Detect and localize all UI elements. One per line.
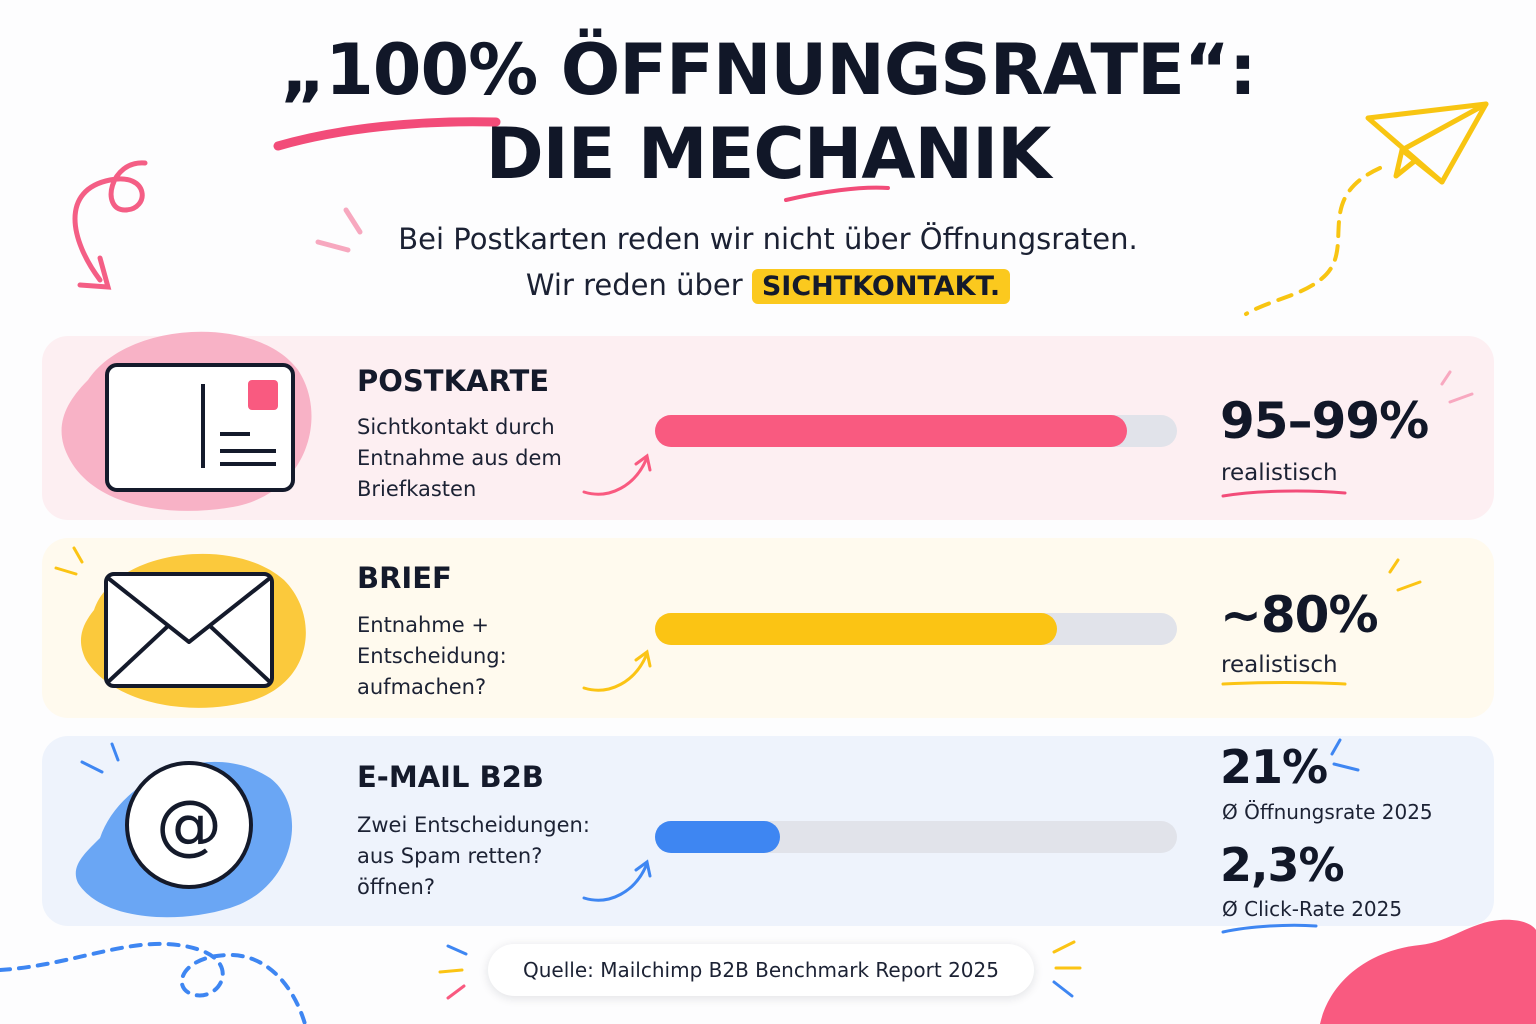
email-progress-bar <box>655 821 1177 853</box>
email-desc: Zwei Entscheidungen: aus Spam retten? öf… <box>357 810 617 903</box>
email-desc-line: öffnen? <box>357 875 436 899</box>
value-underline <box>1221 681 1347 686</box>
subtitle-line-1: Bei Postkarten reden wir nicht über Öffn… <box>398 222 1138 256</box>
corner-blob <box>1320 919 1536 1024</box>
letter-desc-line: Entnahme + <box>357 613 489 637</box>
title-line-2: DIE MECHANIK <box>485 113 1052 195</box>
email-progress-fill <box>655 821 781 853</box>
subtitle: Bei Postkarten reden wir nicht über Öffn… <box>0 216 1536 310</box>
letter-value-sub: realistisch <box>1221 652 1338 678</box>
sparkle-icon <box>438 944 468 1000</box>
sparkle-icon <box>1388 558 1422 592</box>
svg-text:@: @ <box>156 786 222 863</box>
email-desc-line: Zwei Entscheidungen: <box>357 813 590 837</box>
envelope-icon <box>104 572 274 688</box>
letter-value: ~80% <box>1220 586 1379 644</box>
sparkle-icon <box>1440 370 1474 404</box>
letter-progress-fill <box>655 613 1057 645</box>
email-desc-line: aus Spam retten? <box>357 844 543 868</box>
subtitle-line-2: Wir reden über SICHTKONTAKT. <box>0 262 1536 310</box>
email-open-rate-label: Ø Öffnungsrate 2025 <box>1222 800 1433 824</box>
email-title: E-MAIL B2B <box>357 760 544 794</box>
dashed-loop-icon <box>0 941 307 1024</box>
postcard-desc-line: Briefkasten <box>357 477 477 501</box>
value-underline <box>1221 489 1347 498</box>
letter-desc-line: aufmachen? <box>357 675 487 699</box>
title-line-1: „100% ÖFFNUNGSRATE“: <box>280 29 1257 111</box>
postcard-progress-bar <box>655 415 1177 447</box>
email-open-rate-value: 21% <box>1220 740 1328 794</box>
postcard-desc-line: Entnahme aus dem <box>357 446 562 470</box>
sparkle-icon <box>54 546 84 576</box>
sparkle-icon <box>80 742 120 774</box>
postcard-desc: Sichtkontakt durch Entnahme aus dem Brie… <box>357 412 617 505</box>
value-underline <box>1221 923 1318 934</box>
letter-desc-line: Entscheidung: <box>357 644 507 668</box>
subtitle-prefix: Wir reden über <box>525 268 743 302</box>
letter-desc: Entnahme + Entscheidung: aufmachen? <box>357 610 617 703</box>
postcard-title: POSTKARTE <box>357 364 550 398</box>
postcard-desc-line: Sichtkontakt durch <box>357 415 555 439</box>
arrow-icon <box>582 453 652 496</box>
postcard-value: 95–99% <box>1220 392 1429 450</box>
at-sign-icon: @ <box>125 761 253 889</box>
arrow-icon <box>582 649 652 692</box>
page-title: „100% ÖFFNUNGSRATE“: DIE MECHANIK <box>0 28 1536 196</box>
subtitle-highlight: SICHTKONTAKT. <box>751 269 1011 304</box>
arrow-icon <box>582 859 652 902</box>
letter-progress-bar <box>655 613 1177 645</box>
email-click-rate-value: 2,3% <box>1220 838 1345 892</box>
source-note: Quelle: Mailchimp B2B Benchmark Report 2… <box>488 944 1034 996</box>
postcard-value-sub: realistisch <box>1221 460 1338 486</box>
postcard-icon <box>105 363 295 492</box>
postcard-progress-fill <box>655 415 1128 447</box>
sparkle-icon <box>1330 738 1360 772</box>
letter-title: BRIEF <box>357 561 452 595</box>
sparkle-icon <box>1052 940 1082 998</box>
email-click-rate-label: Ø Click-Rate 2025 <box>1222 897 1403 921</box>
